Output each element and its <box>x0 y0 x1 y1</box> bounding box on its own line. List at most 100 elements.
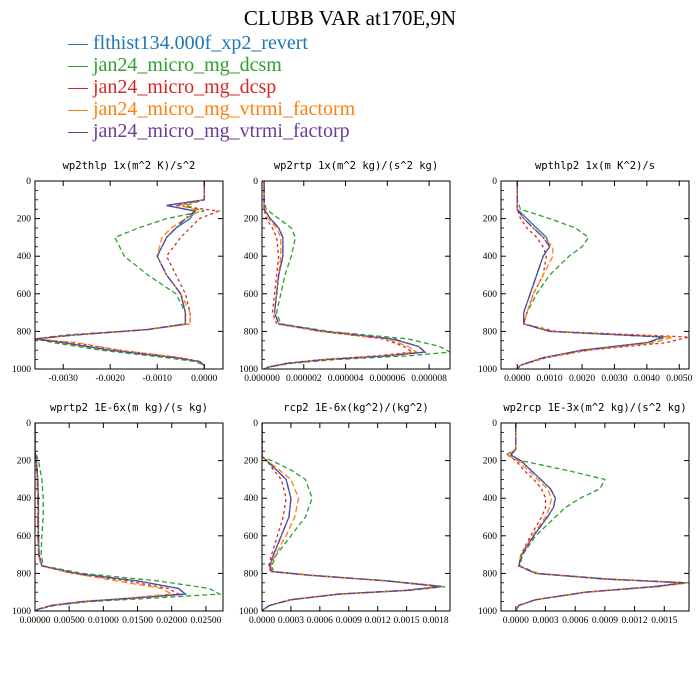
x-tick-label: 0.000000 <box>244 374 280 384</box>
legend-entry: — jan24_micro_mg_vtrmi_factorm <box>68 98 355 120</box>
y-tick-label: 600 <box>244 290 259 300</box>
y-tick-label: 200 <box>483 457 498 467</box>
y-tick-label: 600 <box>244 532 259 542</box>
y-tick-label: 400 <box>17 252 32 262</box>
legend-entry: — jan24_micro_mg_dcsp <box>68 76 355 98</box>
y-tick-label: 800 <box>483 569 498 579</box>
subplot-title: rcp2 1E-6x(kg^2)/(kg^2) <box>283 402 428 414</box>
legend-label: jan24_micro_mg_dcsp <box>93 76 277 98</box>
subplot-1: wp2thlp 1x(m^2 K)/s^2 0 200 400 600 800 1000 -0… <box>12 160 224 384</box>
plot-frame <box>261 422 451 612</box>
x-tick-label: 0.000002 <box>286 374 322 384</box>
series-group <box>262 423 446 611</box>
y-tick-label: 0 <box>26 419 31 429</box>
subplot-4: wprtp2 1E-6x(m kg)/(s kg) 0 200 400 600 800 10… <box>12 402 224 626</box>
x-tick-label: 0.0020 <box>569 374 595 384</box>
x-tick-label: 0.000008 <box>411 374 447 384</box>
x-tick-label: 0.0006 <box>307 616 333 626</box>
plot-frame <box>500 422 690 612</box>
y-tick-label: 800 <box>244 569 259 579</box>
plot-frame <box>34 422 224 612</box>
y-tick-label: 200 <box>244 457 259 467</box>
y-tick-label: 800 <box>17 569 32 579</box>
subplot-title: wp2rcp 1E-3x(m^2 kg)/(s^2 kg) <box>503 402 686 414</box>
series-group <box>35 423 222 611</box>
x-tick-label: 0.00500 <box>54 616 85 626</box>
x-tick-label: 0.0010 <box>537 374 563 384</box>
x-tick-label: 0.0015 <box>651 616 677 626</box>
y-tick-label: 600 <box>17 532 32 542</box>
legend-swatch: — <box>68 32 93 54</box>
y-tick-label: 0 <box>492 177 497 187</box>
y-tick-label: 800 <box>244 327 259 337</box>
series-line <box>35 181 205 369</box>
x-tick-label: 0.0009 <box>592 616 618 626</box>
y-tick-label: 600 <box>17 290 32 300</box>
series-line <box>35 423 188 611</box>
series-group <box>504 423 689 611</box>
series-line <box>262 423 441 611</box>
y-tick-label: 800 <box>17 327 32 337</box>
y-tick-label: 400 <box>483 252 498 262</box>
series-line <box>516 181 664 369</box>
y-tick-label: 1000 <box>239 365 258 375</box>
y-tick-label: 1000 <box>12 365 31 375</box>
series-line <box>516 181 664 369</box>
y-tick-label: 400 <box>483 494 498 504</box>
subplot-2: wp2rtp 1x(m^2 kg)/(s^2 kg) 0 200 400 600 800 1… <box>239 160 451 384</box>
plot-frame <box>261 180 451 370</box>
x-tick-label: -0.0020 <box>96 374 126 384</box>
y-tick-label: 1000 <box>12 607 31 617</box>
x-tick-label: 0.0000 <box>503 616 529 626</box>
series-line <box>35 423 174 611</box>
series-line <box>35 181 205 369</box>
subplot-title: wp2rtp 1x(m^2 kg)/(s^2 kg) <box>274 160 438 172</box>
series-line <box>263 181 450 369</box>
x-tick-label: 0.0018 <box>422 616 448 626</box>
legend-entry: — flthist134.000f_xp2_revert <box>68 32 355 54</box>
x-tick-label: 0.00000 <box>20 616 51 626</box>
y-tick-label: 0 <box>492 419 497 429</box>
x-tick-label: 0.0009 <box>336 616 362 626</box>
x-tick-label: -0.0010 <box>143 374 173 384</box>
subplot-6: wp2rcp 1E-3x(m^2 kg)/(s^2 kg) 0 200 400 600 8… <box>478 402 690 626</box>
legend-swatch: — <box>68 54 93 76</box>
series-group <box>263 181 450 369</box>
x-tick-label: 0.0015 <box>394 616 420 626</box>
y-tick-label: 200 <box>244 215 259 225</box>
x-tick-label: -0.0030 <box>49 374 79 384</box>
y-tick-label: 400 <box>17 494 32 504</box>
series-line <box>35 181 205 369</box>
y-tick-label: 1000 <box>478 607 497 617</box>
y-tick-label: 0 <box>253 419 258 429</box>
y-tick-label: 600 <box>483 290 498 300</box>
x-tick-label: 0.0050 <box>666 374 692 384</box>
series-line <box>35 423 222 611</box>
x-tick-label: 0.000006 <box>370 374 406 384</box>
subplot-title: wprtp2 1E-6x(m kg)/(s kg) <box>50 402 208 414</box>
y-tick-label: 600 <box>483 532 498 542</box>
y-tick-label: 800 <box>483 327 498 337</box>
legend-label: jan24_micro_mg_vtrmi_factorp <box>93 120 350 142</box>
legend-label: flthist134.000f_xp2_revert <box>93 32 308 54</box>
figure-title: CLUBB VAR at170E,9N <box>243 6 457 30</box>
subplot-5: rcp2 1E-6x(kg^2)/(kg^2) 0 200 400 600 800 1000… <box>239 402 451 626</box>
series-line <box>506 423 687 611</box>
x-tick-label: 0.0003 <box>532 616 558 626</box>
x-tick-label: 0.02500 <box>190 616 221 626</box>
x-tick-label: 0.0000 <box>249 616 275 626</box>
y-tick-label: 1000 <box>478 365 497 375</box>
y-tick-label: 0 <box>253 177 258 187</box>
x-tick-label: 0.02000 <box>156 616 187 626</box>
subplot-3: wpthlp2 1x(m K^2)/s 0 200 400 600 800 1000 0.00… <box>478 160 693 384</box>
subplot-title: wp2thlp 1x(m^2 K)/s^2 <box>63 160 196 172</box>
y-tick-label: 400 <box>244 252 259 262</box>
x-tick-label: 0.01500 <box>122 616 153 626</box>
x-tick-label: 0.0040 <box>634 374 660 384</box>
series-line <box>516 181 689 369</box>
y-tick-label: 1000 <box>239 607 258 617</box>
subplot-title: wpthlp2 1x(m K^2)/s <box>535 160 655 172</box>
x-tick-label: 0.0000 <box>191 374 217 384</box>
series-line <box>263 181 419 369</box>
